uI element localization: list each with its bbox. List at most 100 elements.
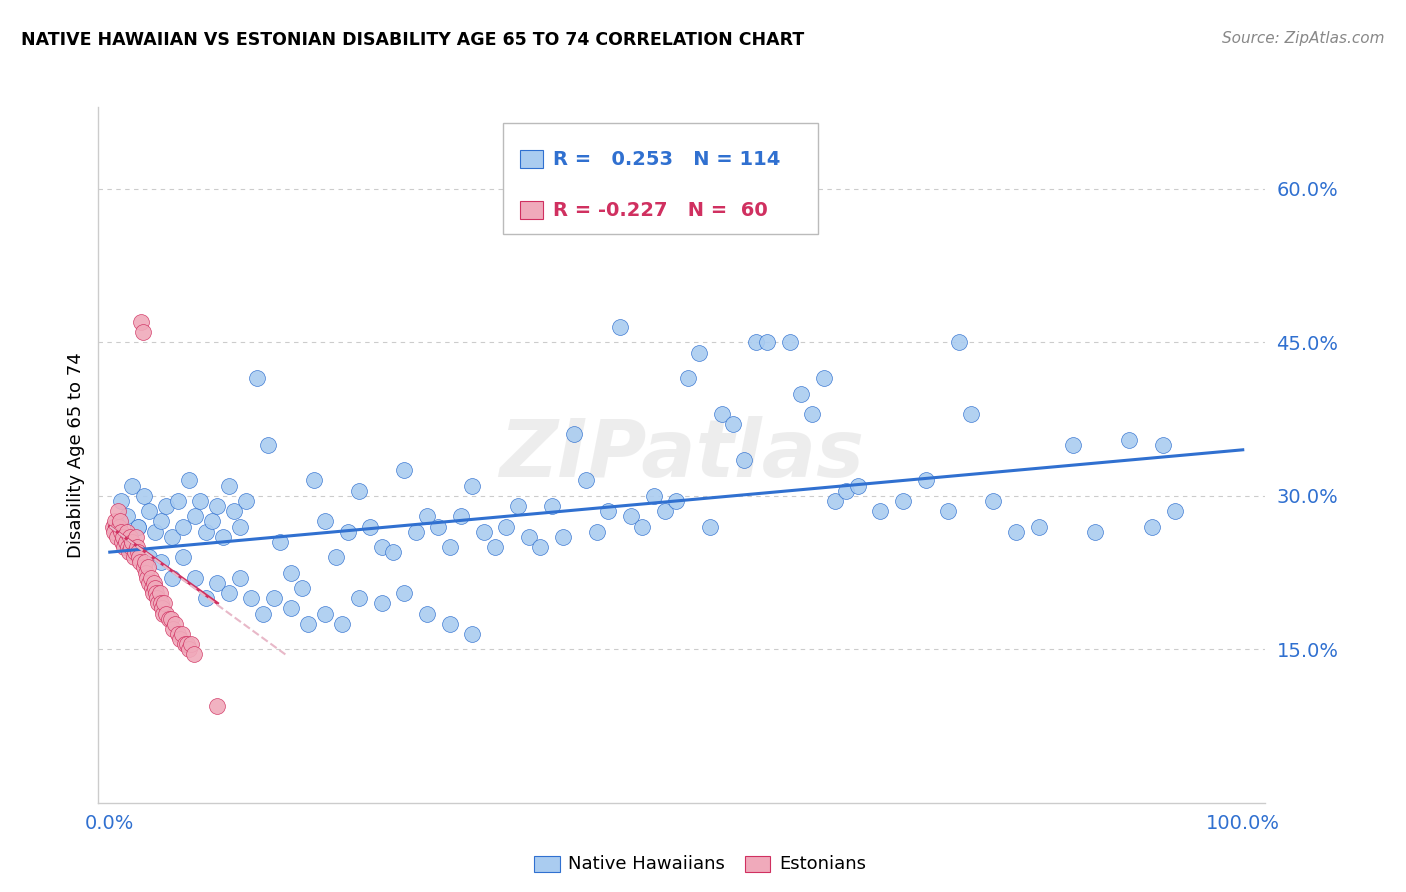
Point	[824, 494, 846, 508]
Point	[1140, 519, 1163, 533]
Point	[207, 698, 229, 713]
Point	[135, 566, 157, 580]
Point	[405, 524, 427, 539]
Point	[128, 550, 150, 565]
Point	[325, 550, 347, 565]
Text: R = -0.227   N =  60: R = -0.227 N = 60	[553, 201, 768, 220]
Point	[131, 325, 153, 339]
Point	[280, 601, 302, 615]
Point	[382, 545, 405, 559]
Point	[114, 540, 136, 554]
Point	[314, 515, 336, 529]
Point	[165, 616, 187, 631]
Point	[183, 571, 205, 585]
Point	[1005, 524, 1028, 539]
Point	[631, 519, 654, 533]
Point	[183, 509, 205, 524]
Point	[132, 560, 155, 574]
Point	[252, 607, 274, 621]
Point	[461, 478, 484, 492]
Point	[1062, 438, 1084, 452]
Point	[620, 509, 643, 524]
Point	[153, 596, 176, 610]
Point	[195, 591, 218, 606]
Point	[461, 627, 484, 641]
Point	[1118, 433, 1140, 447]
Text: R =   0.253   N = 114: R = 0.253 N = 114	[553, 150, 780, 169]
Point	[801, 407, 824, 421]
Point	[149, 555, 172, 569]
Text: ZIPatlas: ZIPatlas	[499, 416, 865, 494]
Point	[195, 524, 218, 539]
Point	[688, 345, 710, 359]
Point	[149, 586, 172, 600]
Point	[733, 453, 755, 467]
Point	[134, 555, 156, 569]
Point	[472, 524, 495, 539]
Point	[755, 335, 778, 350]
Point	[146, 591, 169, 606]
Point	[936, 504, 959, 518]
Y-axis label: Disability Age 65 to 74: Disability Age 65 to 74	[66, 352, 84, 558]
Point	[699, 519, 721, 533]
Point	[129, 555, 152, 569]
Text: NATIVE HAWAIIAN VS ESTONIAN DISABILITY AGE 65 TO 74 CORRELATION CHART: NATIVE HAWAIIAN VS ESTONIAN DISABILITY A…	[21, 31, 804, 49]
Point	[173, 637, 195, 651]
Point	[959, 407, 981, 421]
Point	[120, 540, 142, 554]
Point	[142, 586, 165, 600]
Point	[427, 519, 450, 533]
Point	[983, 494, 1005, 508]
Point	[172, 519, 194, 533]
Point	[314, 607, 336, 621]
Point	[112, 530, 135, 544]
Point	[212, 530, 235, 544]
Point	[155, 607, 177, 621]
Text: Source: ZipAtlas.com: Source: ZipAtlas.com	[1222, 31, 1385, 46]
Point	[218, 586, 240, 600]
Point	[103, 524, 125, 539]
Point	[160, 571, 183, 585]
Point	[114, 534, 136, 549]
Point	[138, 504, 160, 518]
Point	[1028, 519, 1050, 533]
Point	[125, 540, 148, 554]
Point	[609, 320, 631, 334]
Point	[149, 596, 172, 610]
Point	[229, 571, 252, 585]
Point	[176, 637, 198, 651]
Point	[263, 591, 285, 606]
Point	[229, 519, 252, 533]
Point	[111, 534, 134, 549]
Point	[180, 637, 202, 651]
Point	[138, 575, 160, 590]
Point	[240, 591, 263, 606]
Point	[439, 616, 461, 631]
Point	[257, 438, 280, 452]
Point	[790, 386, 813, 401]
Point	[172, 627, 194, 641]
Point	[394, 586, 416, 600]
Point	[160, 530, 183, 544]
Text: Estonians: Estonians	[779, 855, 866, 873]
Point	[157, 612, 180, 626]
Point	[302, 474, 325, 488]
Point	[529, 540, 551, 554]
Point	[575, 474, 598, 488]
Point	[120, 530, 142, 544]
Point	[207, 575, 229, 590]
Point	[201, 515, 224, 529]
Point	[121, 534, 143, 549]
Point	[891, 494, 914, 508]
Point	[359, 519, 381, 533]
Point	[124, 545, 146, 559]
Point	[115, 524, 138, 539]
Point	[347, 483, 370, 498]
Point	[744, 335, 766, 350]
Point	[1084, 524, 1107, 539]
Point	[143, 524, 166, 539]
Point	[139, 571, 162, 585]
Point	[127, 519, 149, 533]
Point	[143, 581, 166, 595]
Point	[115, 509, 138, 524]
